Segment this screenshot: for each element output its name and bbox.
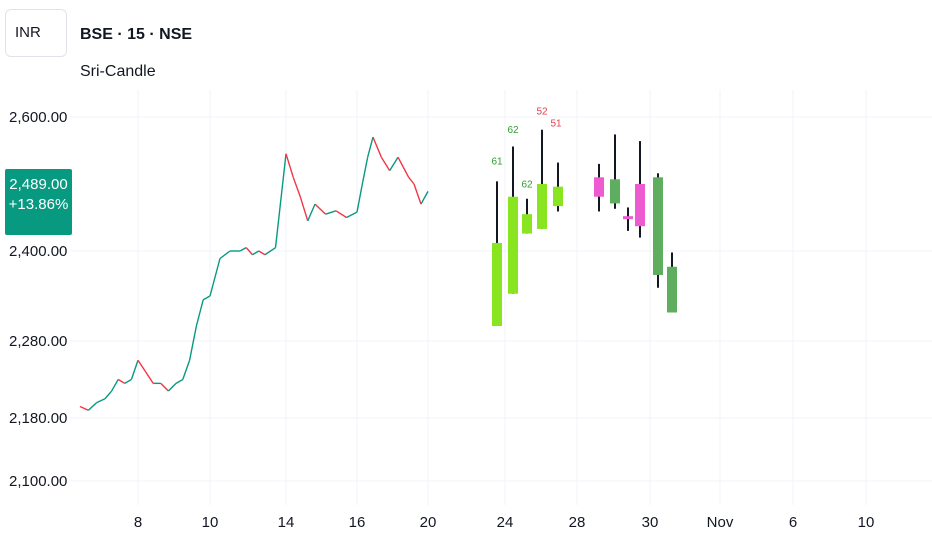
- x-tick-label: 10: [858, 514, 875, 531]
- price-line-segment: [361, 157, 369, 185]
- price-line-segment: [314, 203, 326, 215]
- price-line-segment: [335, 210, 347, 219]
- price-line-segment: [346, 211, 358, 219]
- price-line-segment: [175, 378, 184, 384]
- grid-lines: [70, 90, 932, 505]
- x-tick-label: 28: [569, 514, 586, 531]
- candle-body: [623, 216, 633, 220]
- currency-button[interactable]: INR: [5, 9, 67, 57]
- y-tick-label: 2,280.00: [9, 333, 67, 350]
- price-line-segment: [413, 183, 422, 205]
- y-tick-label: 2,180.00: [9, 410, 67, 427]
- price-line-segment: [219, 250, 231, 260]
- x-tick-label: 20: [420, 514, 437, 531]
- y-axis[interactable]: 2,600.00 2,400.00 2,280.00 2,180.00 2,100.00: [9, 109, 67, 490]
- x-tick-label: 6: [789, 514, 797, 531]
- price-line-segment: [274, 153, 287, 248]
- price-line-segment: [380, 156, 391, 171]
- price-line-segment: [137, 359, 147, 373]
- x-tick-label: 10: [202, 514, 219, 531]
- last-price-value: 2,489.00: [9, 176, 68, 193]
- price-line-segment: [325, 210, 337, 215]
- price-line-segment: [145, 371, 154, 384]
- symbol-title[interactable]: BSE · 15 · NSE: [80, 26, 193, 43]
- candle-value-label: 51: [550, 118, 562, 129]
- last-price-change: +13.86%: [8, 196, 69, 213]
- candle-value-label: 62: [507, 125, 519, 136]
- price-line-segment: [130, 360, 139, 380]
- indicator-label[interactable]: Sri-Candle: [80, 63, 156, 80]
- price-line-segment: [167, 382, 177, 392]
- candle-body: [537, 184, 547, 229]
- x-tick-label: 24: [497, 514, 514, 531]
- price-line-segment: [117, 378, 126, 384]
- candle-body: [610, 179, 620, 204]
- y-tick-label: 2,100.00: [9, 473, 67, 490]
- price-line-segment: [408, 176, 415, 185]
- candle-value-label: 61: [491, 157, 503, 168]
- price-line-segment: [292, 177, 302, 198]
- price-line-segment: [356, 183, 364, 213]
- price-line-segment: [372, 136, 382, 158]
- candle-body: [635, 184, 645, 227]
- price-line-segment: [188, 325, 198, 361]
- x-tick-label: 8: [134, 514, 142, 531]
- price-line-segment: [245, 247, 254, 256]
- price-line-segment: [160, 382, 169, 392]
- price-line-segment: [87, 402, 98, 411]
- x-tick-label: 14: [278, 514, 295, 531]
- price-line-segment: [397, 156, 404, 168]
- candle-body: [594, 177, 604, 197]
- candle-body: [508, 196, 518, 294]
- price-line-series: [79, 136, 429, 411]
- price-line-segment: [258, 250, 266, 256]
- price-line-segment: [209, 258, 221, 297]
- price-line-segment: [195, 299, 204, 327]
- price-line-segment: [366, 136, 374, 158]
- x-tick-label: Nov: [707, 514, 734, 531]
- y-tick-label: 2,600.00: [9, 109, 67, 126]
- price-line-segment: [420, 191, 429, 205]
- y-tick-label: 2,400.00: [9, 243, 67, 260]
- x-tick-label: 16: [349, 514, 366, 531]
- candle-body: [653, 177, 663, 275]
- price-line-segment: [252, 250, 260, 256]
- price-line-segment: [79, 405, 89, 411]
- price-line-segment: [96, 398, 106, 404]
- indicator-candles: [492, 129, 677, 326]
- price-line-segment: [104, 390, 113, 400]
- price-line-segment: [402, 166, 410, 178]
- price-line-segment: [110, 379, 119, 392]
- price-line-segment: [124, 378, 132, 384]
- price-line-segment: [202, 295, 211, 301]
- price-line-segment: [239, 247, 247, 252]
- x-tick-label: 30: [642, 514, 659, 531]
- price-line-segment: [264, 247, 276, 256]
- x-axis[interactable]: 8 10 14 16 20 24 28 30 Nov 6 10: [134, 514, 875, 531]
- candle-value-label: 52: [536, 106, 548, 117]
- candle-body: [667, 266, 677, 313]
- price-line-segment: [307, 203, 316, 222]
- price-line-segment: [285, 153, 294, 178]
- candle-body: [553, 186, 563, 207]
- candle-body: [522, 214, 532, 234]
- price-line-segment: [182, 360, 191, 380]
- candle-body: [492, 242, 502, 326]
- price-line-segment: [299, 197, 309, 222]
- price-line-segment: [389, 156, 399, 171]
- candle-value-label: 62: [521, 179, 533, 190]
- last-price-badge: 2,489.00 +13.86%: [5, 169, 72, 235]
